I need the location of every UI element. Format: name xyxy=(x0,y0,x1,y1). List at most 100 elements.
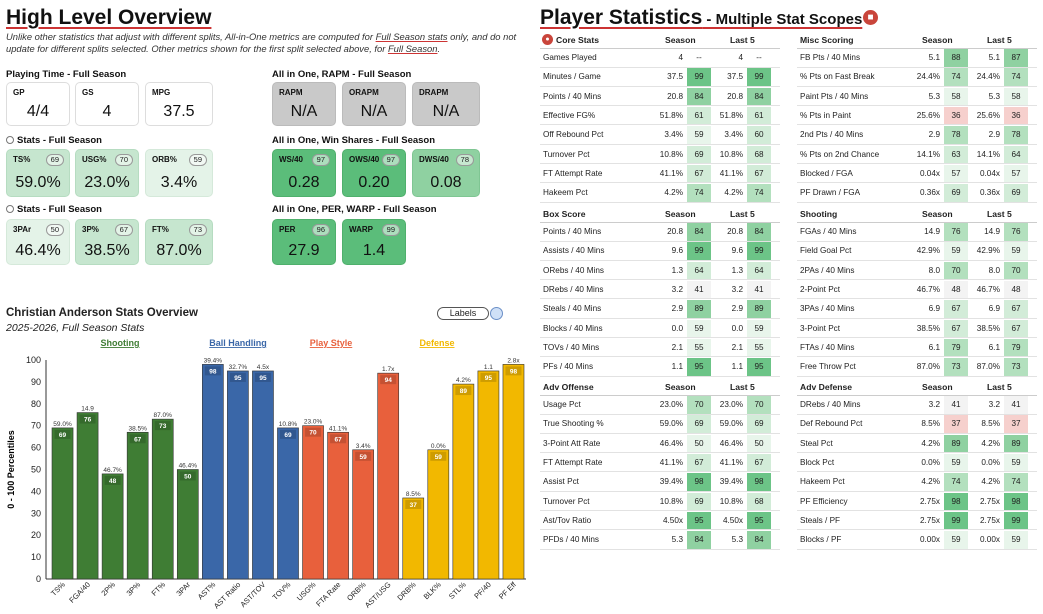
stat-card-value: 23.0% xyxy=(84,174,130,191)
bar-top-label: 46.4% xyxy=(179,463,198,470)
table-row: DRebs / 40 Mins 3.2 41 3.2 41 xyxy=(540,280,780,300)
x-tick-label: AST/TOV xyxy=(238,580,267,609)
note-link-full-season[interactable]: Full Season xyxy=(387,43,438,54)
stat-card-percentile: 67 xyxy=(114,224,133,236)
table-row: Games Played 4 -- 4 -- xyxy=(540,49,780,68)
stat-card-value: 0.08 xyxy=(430,174,462,191)
player-stats-icon[interactable]: ■ xyxy=(863,10,878,25)
bar-drb- xyxy=(402,497,425,580)
bar-fga-40 xyxy=(76,412,99,580)
bar-percentile-label: 89 xyxy=(460,388,468,395)
table-header: Box Score Season Last 5 xyxy=(540,207,780,223)
labels-toggle[interactable] xyxy=(490,307,503,320)
stat-card-ows40: OWS/40 0.20 97 xyxy=(342,149,406,197)
table-row: Assists / 40 Mins 9.6 99 9.6 99 xyxy=(540,242,780,261)
table-row: 2-Point Pct 46.7% 48 46.7% 48 xyxy=(797,280,1037,300)
note-link-full-season-stats[interactable]: Full Season stats xyxy=(375,31,448,42)
x-tick-label: 3PAr xyxy=(174,580,192,598)
table-row: PFs / 40 Mins 1.1 95 1.1 95 xyxy=(540,358,780,377)
legend-shooting: Shooting xyxy=(101,338,140,348)
table-row: TOVs / 40 Mins 2.1 55 2.1 55 xyxy=(540,338,780,358)
stat-card-percentile: 97 xyxy=(381,154,400,166)
x-tick-label: AST% xyxy=(196,580,218,602)
y-tick-label: 60 xyxy=(31,443,41,453)
x-tick-label: ORB% xyxy=(345,580,368,603)
section-per-warp: All in One, PER, WARP - Full Season xyxy=(272,204,437,215)
x-tick-label: AST/USG xyxy=(363,580,393,610)
section-stats-1[interactable]: Stats - Full Season xyxy=(6,135,102,146)
bar-3p- xyxy=(126,431,149,580)
legend-play-style: Play Style xyxy=(310,338,353,348)
bar-top-label: 32.7% xyxy=(229,364,248,371)
bar-top-label: 4.5x xyxy=(257,364,270,371)
x-tick-label: FGA/40 xyxy=(67,580,92,605)
bar-percentile-box xyxy=(254,372,271,382)
bar-percentile-label: 94 xyxy=(385,377,393,384)
bar-top-label: 8.5% xyxy=(406,491,421,498)
stat-card-value: 87.0% xyxy=(156,242,202,259)
bar-top-label: 1.1 xyxy=(484,364,493,371)
bar-percentile-box xyxy=(455,386,472,396)
table-row: Usage Pct 23.0% 70 23.0% 70 xyxy=(540,396,780,415)
bar-percentile-box xyxy=(430,451,447,461)
stat-card-warp: WARP 1.4 99 xyxy=(342,219,406,265)
table-row: % Pts on Fast Break 24.4% 74 24.4% 74 xyxy=(797,68,1037,87)
stat-card-percentile: 73 xyxy=(188,224,207,236)
x-tick-label: TOV% xyxy=(271,580,293,602)
stat-card-value: 4/4 xyxy=(26,103,50,120)
bar-percentile-label: 70 xyxy=(309,430,317,437)
bar-percentile-box xyxy=(505,366,522,376)
x-tick-label: 3P% xyxy=(125,580,143,598)
bar-stl- xyxy=(452,383,475,580)
radio-icon[interactable] xyxy=(6,136,14,144)
y-tick-label: 100 xyxy=(26,355,41,365)
labels-button[interactable]: Labels xyxy=(437,307,489,320)
stat-card-orb: ORB% 3.4% 59 xyxy=(145,149,213,197)
table-header: ● Core Stats Season Last 5 xyxy=(540,33,780,49)
stat-card-value: N/A xyxy=(360,103,388,120)
percentile-bar-chart: 0 10 20 30 40 50 60 70 80 90 100 0 - 100 Percentile… xyxy=(6,338,526,610)
stat-card-value: 59.0% xyxy=(15,174,61,191)
radio-icon[interactable] xyxy=(6,205,14,213)
bar-top-label: 41.1% xyxy=(329,425,348,432)
stat-card-label: GP xyxy=(13,88,25,97)
stat-card-label: WARP xyxy=(349,225,373,234)
x-tick-label: FTA Rate xyxy=(314,580,342,608)
bar-percentile-box xyxy=(305,427,322,437)
stat-card-ws40: WS/40 0.28 97 xyxy=(272,149,336,197)
table-shooting: Shooting Season Last 5 FGAs / 40 Mins 14… xyxy=(797,207,1037,378)
bar-2p- xyxy=(101,473,124,580)
stat-card-p3: 3P% 38.5% 67 xyxy=(75,219,139,265)
bar-percentile-label: 98 xyxy=(209,368,217,375)
stat-card-percentile: 99 xyxy=(381,224,400,236)
x-tick-label: USG% xyxy=(295,580,318,603)
bar-percentile-box xyxy=(204,366,221,376)
stat-card-label: OWS/40 xyxy=(349,155,380,164)
stat-card-label: GS xyxy=(82,88,94,97)
stat-card-dws40: DWS/40 0.08 78 xyxy=(412,149,480,197)
bar-top-label: 87.0% xyxy=(154,412,173,419)
stat-card-mpg: MPG 37.5 xyxy=(145,82,213,126)
stat-card-label: PER xyxy=(279,225,296,234)
bar-top-label: 0.0% xyxy=(431,443,446,450)
bar-top-label: 59.0% xyxy=(53,421,72,428)
table-header: Shooting Season Last 5 xyxy=(797,207,1037,223)
bar-percentile-label: 98 xyxy=(510,368,518,375)
bar-percentile-label: 59 xyxy=(435,454,443,461)
table-row: Hakeem Pct 4.2% 74 4.2% 74 xyxy=(540,184,780,203)
chart-title: Christian Anderson Stats Overview xyxy=(6,307,198,319)
y-tick-label: 20 xyxy=(31,530,41,540)
x-tick-label: AST Ratio xyxy=(212,580,242,610)
bar-percentile-box xyxy=(54,429,71,439)
bar-percentile-box xyxy=(154,421,171,431)
bar-percentile-label: 73 xyxy=(159,423,167,430)
legend-defense: Defense xyxy=(419,338,454,348)
table-row: DRebs / 40 Mins 3.2 41 3.2 41 xyxy=(797,396,1037,415)
bar-percentile-label: 76 xyxy=(84,417,92,424)
section-stats-2[interactable]: Stats - Full Season xyxy=(6,204,102,215)
bar-percentile-box xyxy=(79,414,96,424)
y-tick-label: 10 xyxy=(31,552,41,562)
table-header: Adv Offense Season Last 5 xyxy=(540,380,780,396)
core-stats-icon[interactable]: ● xyxy=(542,34,553,45)
bar-top-label: 3.4% xyxy=(356,443,371,450)
